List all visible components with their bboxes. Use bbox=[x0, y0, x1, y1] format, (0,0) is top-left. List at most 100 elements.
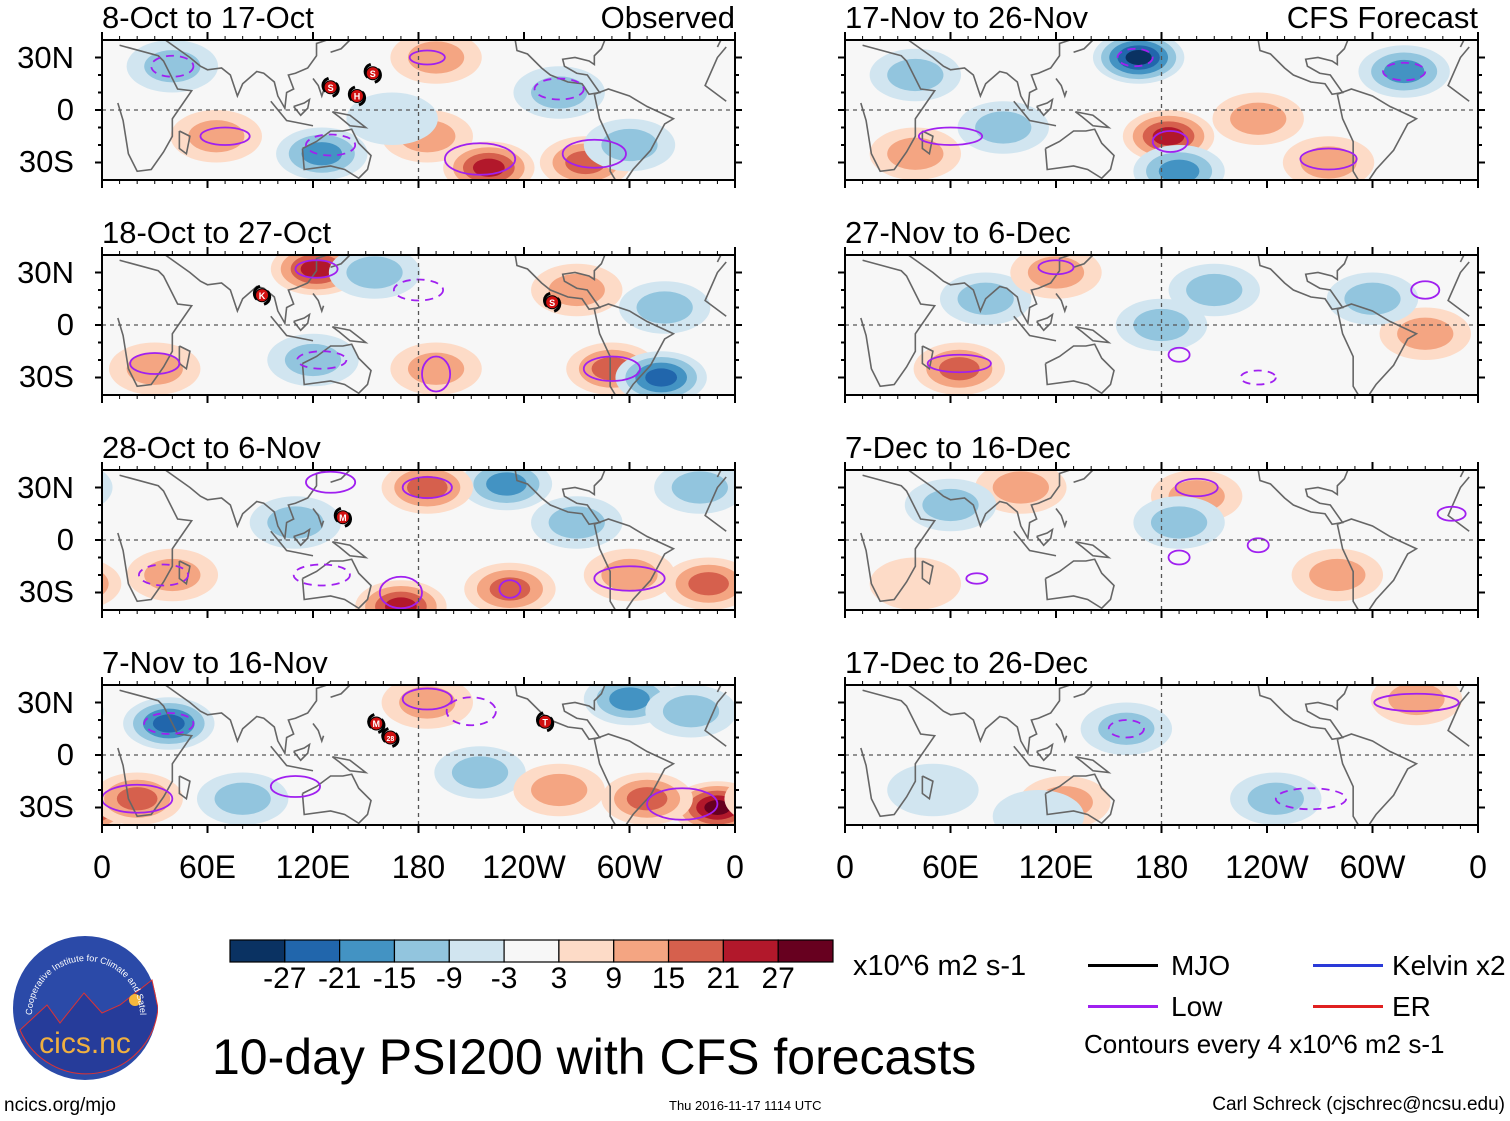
coastline bbox=[1447, 691, 1470, 747]
anomaly-blob bbox=[938, 357, 980, 381]
coastline bbox=[593, 303, 676, 395]
coastline bbox=[860, 474, 937, 603]
coastline bbox=[1447, 261, 1470, 317]
coastline bbox=[1074, 325, 1112, 344]
colorbar-tick-label: 21 bbox=[706, 962, 741, 995]
anomaly-blob bbox=[760, 353, 816, 385]
anomaly-blob bbox=[786, 714, 818, 732]
figure-title: 10-day PSI200 with CFS forecasts bbox=[212, 1029, 977, 1085]
coastline bbox=[907, 40, 1071, 111]
coastline bbox=[716, 685, 722, 693]
anomaly-blob bbox=[777, 559, 833, 591]
coastline bbox=[330, 685, 351, 699]
panel-title: 17-Dec to 26-Dec bbox=[845, 645, 1088, 680]
storm-label: 28 bbox=[386, 736, 394, 743]
coastline bbox=[331, 110, 369, 129]
site-url[interactable]: ncics.org/mjo bbox=[4, 1095, 116, 1116]
timestamp: Thu 2016-11-17 1114 UTC bbox=[669, 1098, 822, 1113]
anomaly-blob bbox=[102, 572, 109, 596]
panel-title: 7-Dec to 16-Dec bbox=[845, 430, 1071, 465]
anomaly-blob bbox=[725, 45, 816, 98]
y-tick-label: 0 bbox=[56, 737, 74, 772]
y-tick-label: 30S bbox=[18, 144, 74, 179]
anomaly-blob bbox=[531, 773, 588, 807]
x-tick-label: 0 bbox=[1469, 849, 1487, 885]
anomaly-blob bbox=[887, 137, 944, 170]
coastline bbox=[1044, 343, 1115, 395]
x-tick-label: 0 bbox=[726, 849, 744, 885]
colorbar-swatch bbox=[613, 939, 670, 963]
anomaly-blob bbox=[766, 703, 838, 744]
colorbar-swatch bbox=[229, 939, 286, 963]
low-contour-negative bbox=[150, 54, 195, 78]
tropical-cyclone-icon: S bbox=[321, 76, 340, 98]
coastline bbox=[704, 476, 727, 532]
anomaly-blob bbox=[738, 53, 804, 91]
coastline bbox=[270, 100, 314, 127]
low-contour-positive bbox=[1167, 549, 1191, 566]
coastline bbox=[1055, 293, 1068, 314]
coastline bbox=[164, 685, 328, 756]
anomaly-blob bbox=[1098, 712, 1155, 745]
map-panel: M bbox=[95, 462, 742, 618]
map-svg bbox=[838, 677, 1485, 833]
anomaly-blob bbox=[992, 790, 1085, 825]
anomaly-blob bbox=[301, 142, 343, 166]
x-tick-label: 120E bbox=[1018, 849, 1094, 885]
coastline bbox=[1336, 733, 1419, 825]
colorbar-tick-label: 15 bbox=[651, 962, 686, 995]
storm-label: M bbox=[339, 513, 347, 523]
colorbar-swatch bbox=[777, 939, 834, 963]
tropical-cyclone-icon: H bbox=[347, 85, 367, 107]
coastline bbox=[117, 689, 194, 818]
coastline bbox=[178, 345, 191, 371]
map-panel bbox=[838, 32, 1485, 188]
y-tick-label: 30N bbox=[17, 685, 74, 720]
colorbar bbox=[229, 939, 834, 963]
low-contour-positive bbox=[1151, 130, 1189, 153]
anomaly-blob bbox=[777, 50, 833, 82]
low-contour-positive bbox=[1246, 537, 1270, 554]
panel-title: 17-Nov to 26-Nov bbox=[845, 0, 1088, 35]
anomaly-blob bbox=[1158, 159, 1200, 180]
coastline bbox=[1459, 255, 1465, 263]
panel-title: 8-Oct to 17-Oct bbox=[102, 0, 314, 35]
tropical-cyclone-icon: S bbox=[363, 62, 382, 84]
coastline bbox=[330, 470, 351, 484]
panel-title: 27-Nov to 6-Dec bbox=[845, 215, 1071, 250]
contour-note: Contours every 4 x10^6 m2 s-1 bbox=[1084, 1029, 1445, 1059]
colorbar-swatch bbox=[284, 939, 341, 963]
colorbar-tick-label: -9 bbox=[435, 962, 463, 995]
anomaly-blob bbox=[609, 687, 650, 711]
anomaly-blob bbox=[1230, 102, 1287, 135]
low-contour-negative bbox=[296, 350, 348, 370]
coastline bbox=[1447, 476, 1470, 532]
low-contour-positive bbox=[1436, 505, 1467, 522]
coastline bbox=[593, 733, 676, 825]
anomaly-blob bbox=[531, 76, 588, 109]
coastline bbox=[1459, 40, 1465, 48]
map-panel bbox=[838, 247, 1485, 403]
low-contour-positive bbox=[1037, 259, 1075, 276]
colorbar-swatch bbox=[339, 939, 396, 963]
colorbar-swatch bbox=[722, 939, 779, 963]
anomaly-blob bbox=[869, 557, 962, 610]
y-tick-label: 30N bbox=[17, 255, 74, 290]
map-panel: M 28 T bbox=[95, 677, 742, 833]
low-contour-positive bbox=[269, 775, 321, 798]
anomaly-blob bbox=[451, 756, 509, 789]
coastline bbox=[907, 255, 1071, 326]
storm-label: M bbox=[373, 719, 381, 729]
coastline bbox=[1055, 723, 1068, 744]
coastline bbox=[716, 255, 722, 263]
coastline bbox=[1074, 110, 1112, 129]
anomaly-blob bbox=[922, 488, 979, 522]
column-header: Observed bbox=[600, 0, 735, 35]
coastline bbox=[178, 130, 191, 156]
coastline bbox=[716, 470, 722, 478]
coastline bbox=[331, 755, 369, 774]
coastline bbox=[1013, 315, 1057, 342]
coastline bbox=[1336, 518, 1419, 610]
coastline bbox=[514, 40, 606, 96]
coastline bbox=[1013, 745, 1057, 772]
